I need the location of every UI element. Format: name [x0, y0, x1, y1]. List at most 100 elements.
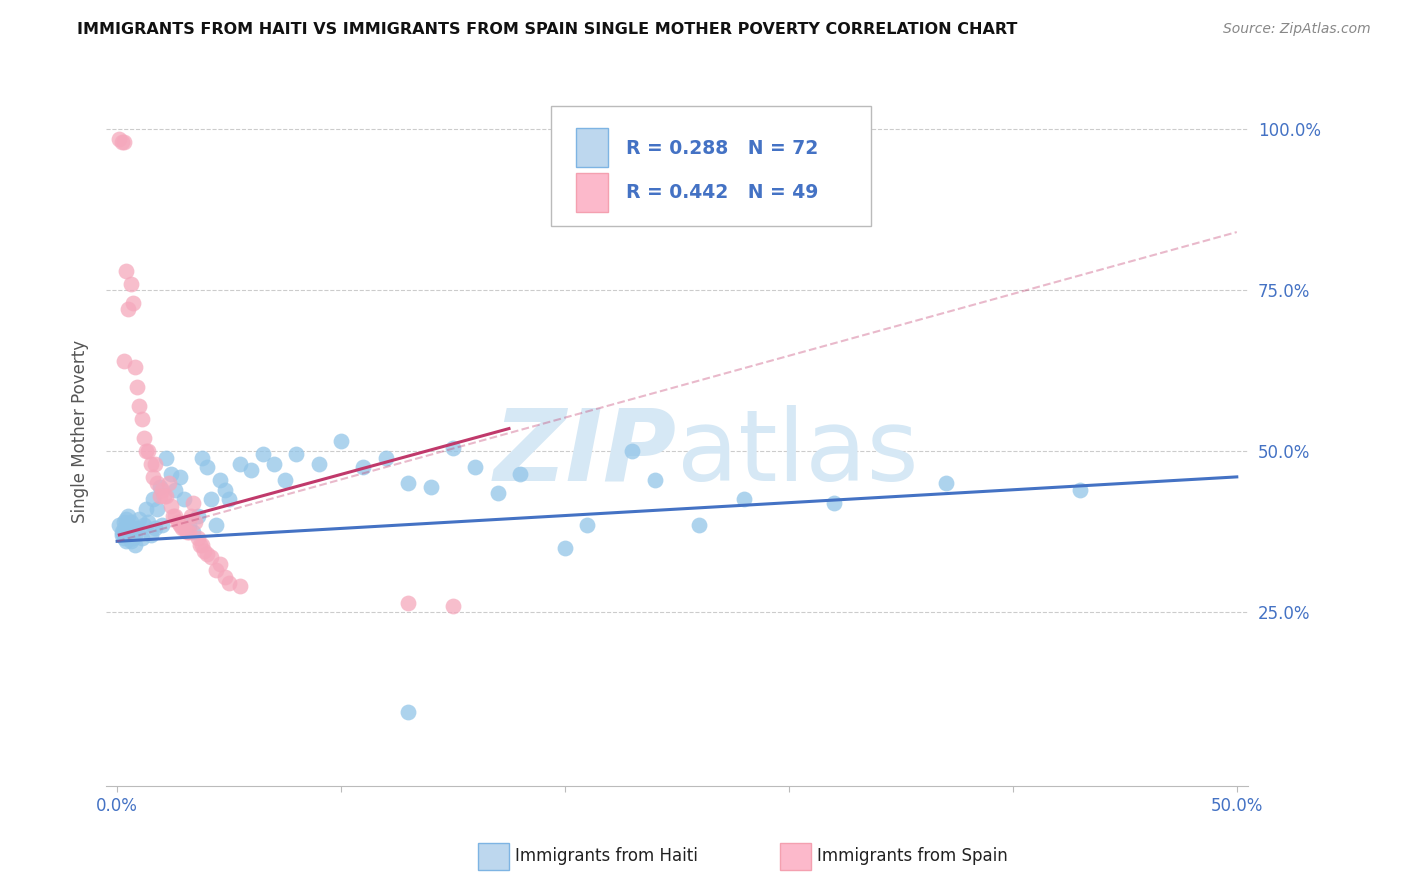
Point: [396, 705, 419, 719]
Point: [209, 557, 232, 571]
Point: [229, 457, 252, 471]
Point: [252, 447, 274, 461]
Point: [127, 521, 149, 535]
Point: [112, 531, 135, 545]
Point: [200, 492, 222, 507]
Point: [142, 470, 165, 484]
Point: [263, 457, 285, 471]
Point: [143, 457, 166, 471]
Point: [115, 264, 138, 278]
Point: [170, 521, 193, 535]
Point: [169, 518, 191, 533]
Point: [576, 518, 599, 533]
Point: [214, 483, 236, 497]
Point: [117, 302, 139, 317]
Point: [117, 528, 139, 542]
Point: [181, 496, 204, 510]
Point: [143, 521, 166, 535]
FancyBboxPatch shape: [551, 106, 872, 227]
Point: [188, 537, 211, 551]
Point: [135, 444, 157, 458]
Point: [173, 492, 195, 507]
Y-axis label: Single Mother Poverty: Single Mother Poverty: [72, 340, 89, 524]
Point: [193, 544, 215, 558]
Point: [464, 460, 486, 475]
Point: [153, 489, 176, 503]
Point: [146, 476, 169, 491]
Point: [120, 534, 142, 549]
Point: [112, 515, 135, 529]
Bar: [576, 173, 609, 212]
Point: [115, 524, 138, 539]
Point: [124, 360, 146, 375]
Point: [177, 518, 200, 533]
Point: [131, 412, 153, 426]
Point: [135, 502, 157, 516]
Point: [108, 131, 131, 145]
Point: [110, 524, 132, 539]
Point: [218, 576, 240, 591]
Point: [117, 508, 139, 523]
Point: [214, 570, 236, 584]
Point: [184, 515, 207, 529]
Point: [149, 479, 172, 493]
Point: [127, 380, 149, 394]
Point: [121, 521, 143, 535]
Point: [509, 467, 531, 481]
Point: [132, 518, 155, 533]
Point: [115, 512, 138, 526]
Point: [150, 518, 173, 533]
Point: [204, 518, 226, 533]
Point: [176, 524, 198, 539]
Point: [688, 518, 710, 533]
Point: [139, 528, 162, 542]
Text: R = 0.288   N = 72: R = 0.288 N = 72: [626, 139, 818, 158]
Point: [108, 518, 131, 533]
Point: [181, 524, 204, 539]
Point: [204, 563, 226, 577]
Text: Source: ZipAtlas.com: Source: ZipAtlas.com: [1223, 22, 1371, 37]
Point: [149, 489, 172, 503]
Point: [419, 479, 441, 493]
Point: [330, 434, 353, 449]
Point: [155, 450, 177, 465]
Point: [162, 508, 184, 523]
Point: [110, 135, 132, 149]
Point: [157, 476, 180, 491]
Point: [160, 499, 183, 513]
Point: [112, 354, 135, 368]
Point: [132, 431, 155, 445]
Point: [191, 450, 214, 465]
Point: [274, 473, 297, 487]
Point: [160, 467, 183, 481]
Point: [169, 470, 191, 484]
Point: [187, 508, 209, 523]
Point: [128, 512, 150, 526]
Text: IMMIGRANTS FROM HAITI VS IMMIGRANTS FROM SPAIN SINGLE MOTHER POVERTY CORRELATION: IMMIGRANTS FROM HAITI VS IMMIGRANTS FROM…: [77, 22, 1018, 37]
Point: [187, 531, 209, 545]
Point: [352, 460, 374, 475]
Point: [150, 483, 173, 497]
Point: [146, 502, 169, 516]
Point: [200, 550, 222, 565]
Point: [644, 473, 666, 487]
Point: [1069, 483, 1091, 497]
Point: [195, 547, 218, 561]
Point: [396, 595, 419, 609]
Point: [124, 528, 146, 542]
Point: [554, 541, 576, 555]
Text: atlas: atlas: [676, 405, 918, 501]
Point: [121, 296, 143, 310]
Text: Immigrants from Spain: Immigrants from Spain: [817, 847, 1008, 865]
Point: [823, 496, 845, 510]
Point: [131, 531, 153, 545]
Point: [441, 441, 464, 455]
Point: [209, 473, 232, 487]
Point: [240, 463, 263, 477]
Point: [155, 489, 177, 503]
Text: Immigrants from Haiti: Immigrants from Haiti: [515, 847, 697, 865]
Point: [128, 399, 150, 413]
Point: [173, 521, 195, 535]
Point: [374, 450, 396, 465]
Point: [139, 457, 162, 471]
